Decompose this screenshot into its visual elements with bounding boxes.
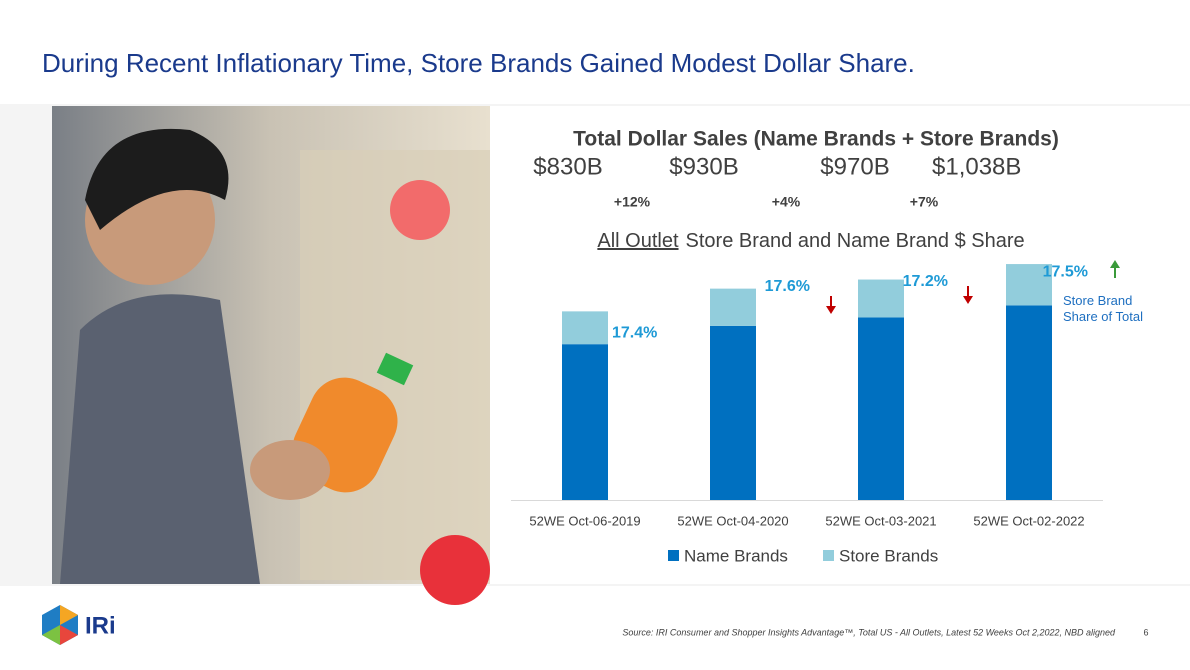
x-tick-label: 52WE Oct-02-2022 xyxy=(973,513,1084,528)
x-tick-label: 52WE Oct-06-2019 xyxy=(529,513,640,528)
bar-segment xyxy=(1006,305,1052,500)
bar-segment xyxy=(858,279,904,318)
share-label: 17.4% xyxy=(612,325,657,342)
subtitle-underlined: All Outlet xyxy=(597,230,679,252)
down-arrow xyxy=(963,286,973,304)
x-tick-label: 52WE Oct-04-2020 xyxy=(677,513,788,528)
bar-segment xyxy=(858,317,904,500)
slide-title: During Recent Inflationary Time, Store B… xyxy=(42,48,915,78)
total-label: $930B xyxy=(669,153,738,180)
chart-heading: Total Dollar Sales (Name Brands + Store … xyxy=(573,128,1059,151)
bar-segment xyxy=(710,325,756,500)
share-label: 17.2% xyxy=(903,273,948,290)
bar-segment xyxy=(562,344,608,500)
logo: IRi xyxy=(42,605,116,645)
photo xyxy=(52,106,490,605)
annotation: Store Brand Share of Total xyxy=(1063,293,1143,324)
legend-swatch xyxy=(823,550,834,561)
share-label: 17.5% xyxy=(1043,263,1088,280)
logo-text: IRi xyxy=(85,612,116,639)
legend-label: Store Brands xyxy=(839,546,938,565)
x-tick-label: 52WE Oct-03-2021 xyxy=(825,513,936,528)
growth-label: +7% xyxy=(910,194,939,210)
legend-swatch xyxy=(668,550,679,561)
total-label: $830B xyxy=(533,153,602,180)
share-label: 17.6% xyxy=(765,278,810,295)
chart-subtitle: All Outlet Store Brand and Name Brand $ S… xyxy=(597,230,1024,252)
growth-label: +12% xyxy=(614,194,651,210)
legend-label: Name Brands xyxy=(684,546,788,565)
growth-label: +4% xyxy=(772,194,801,210)
bar-segment xyxy=(1006,264,1052,306)
page-number: 6 xyxy=(1143,627,1148,637)
total-label: $970B xyxy=(820,153,889,180)
source: Source: IRI Consumer and Shopper Insight… xyxy=(622,627,1116,637)
bar-segment xyxy=(710,288,756,326)
bar-segment xyxy=(562,311,608,345)
subtitle-rest: Store Brand and Name Brand $ Share xyxy=(686,230,1025,252)
down-arrow xyxy=(826,296,836,314)
total-label: $1,038B xyxy=(932,153,1021,180)
up-arrow xyxy=(1110,260,1120,278)
